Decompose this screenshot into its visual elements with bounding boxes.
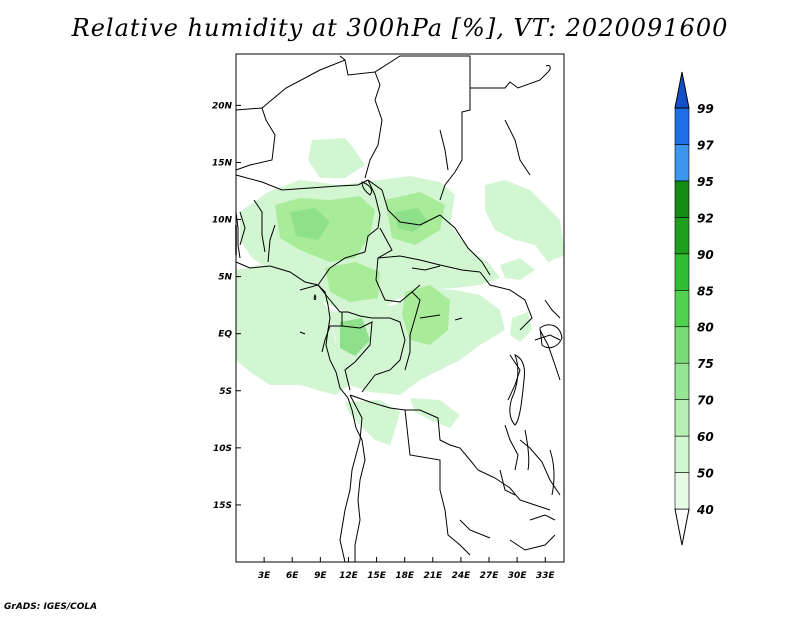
colorbar-swatch [674,326,690,364]
lon-label: 24E [452,571,472,581]
humidity-core-5 [290,208,330,240]
colorbar-label: 90 [697,248,714,262]
longitude-axis: 3E 6E 9E 12E 15E 18E 21E 24E 27E 30E 33E [258,557,556,581]
colorbar-swatch [674,144,690,182]
colorbar-label: 95 [697,175,714,189]
humidity-core-3 [325,262,380,302]
lat-label: 20N [212,101,233,111]
colorbar-min-triangle [674,508,690,546]
colorbar-swatch [674,107,690,145]
colorbar-label: 60 [697,430,714,444]
humidity-region-south-2 [410,398,460,428]
colorbar-swatch [674,472,690,510]
colorbar-swatch [674,362,690,400]
colorbar-swatch [674,289,690,328]
lat-label: 5S [219,387,232,397]
map-title: Relative humidity at 300hPa [%], VT: 202… [71,14,729,42]
colorbar: 40 50 60 70 75 80 85 90 92 95 97 99 [674,71,714,546]
lon-label: 27E [480,571,500,581]
humidity-region-gulf [236,265,350,395]
lon-label: 21E [423,571,443,581]
latitude-axis: 20N 15N 10N 5N EQ 5S 10S 15S [212,101,241,511]
colorbar-label: 70 [697,394,714,408]
lat-label: 15N [212,158,233,168]
map-frame [235,53,565,563]
lakes [299,65,563,496]
colorbar-label: 97 [697,138,714,152]
humidity-region-angola [345,400,400,445]
colorbar-label: 85 [697,284,714,298]
lon-label: 18E [395,571,415,581]
humidity-core-6 [395,208,428,232]
country-borders [235,55,561,563]
lon-label: 12E [339,571,359,581]
lat-label: 10S [213,444,232,454]
colorbar-swatch [674,217,690,255]
lat-label: 5N [218,273,232,283]
lat-label: 10N [212,216,233,226]
lat-label: EQ [218,330,232,340]
lon-label: 15E [367,571,387,581]
humidity-core-4 [402,285,450,345]
colorbar-label: 50 [697,467,714,481]
colorbar-swatch [674,435,690,473]
humidity-field-layer [236,138,565,445]
humidity-core-7 [340,318,370,356]
colorbar-label: 40 [696,503,714,517]
colorbar-label: 80 [697,321,714,335]
colorbar-label: 92 [697,211,714,225]
credit-text: GrADS: IGES/COLA [4,602,98,612]
colorbar-swatch [674,180,690,218]
humidity-region-east [485,180,565,262]
colorbar-swatch [674,253,690,291]
colorbar-max-triangle [674,71,690,109]
lon-label: 3E [258,571,271,581]
humidity-region-east-2 [500,258,535,280]
lon-label: 9E [314,571,327,581]
lat-label: 15S [213,501,232,511]
lon-label: 6E [286,571,299,581]
lon-label: 30E [508,571,528,581]
humidity-region-north [308,138,365,178]
colorbar-swatch [674,399,690,437]
colorbar-label: 99 [697,102,714,116]
colorbar-label: 75 [697,357,714,371]
lon-label: 33E [536,571,556,581]
humidity-region-east-3 [510,312,532,342]
